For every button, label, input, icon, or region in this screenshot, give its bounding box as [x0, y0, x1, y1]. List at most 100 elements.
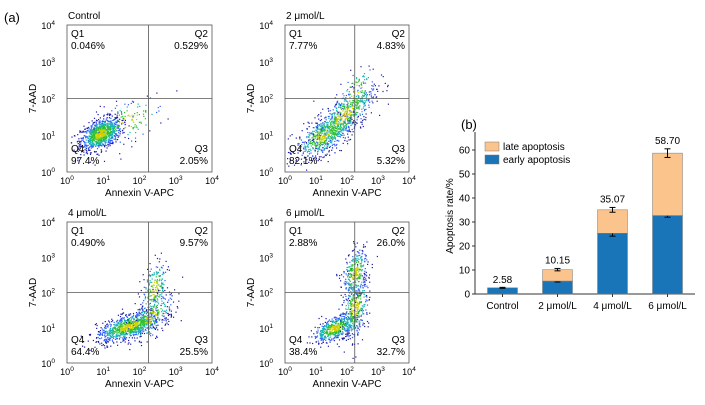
event-dot [352, 129, 353, 130]
event-dot [108, 144, 109, 145]
event-dot [325, 140, 326, 141]
event-dot [348, 307, 349, 308]
event-dot [98, 342, 99, 343]
event-dot [137, 115, 138, 116]
event-dot [167, 319, 168, 320]
x-tick-exponent: 1 [319, 366, 323, 373]
event-dot [325, 340, 326, 341]
event-dot [358, 309, 359, 310]
event-dot [351, 304, 352, 305]
event-dot [323, 326, 324, 327]
event-dot [83, 131, 84, 132]
event-dot [357, 94, 358, 95]
event-dot [318, 114, 319, 115]
event-dot [108, 121, 109, 122]
event-dot [339, 339, 340, 340]
event-dot [319, 333, 320, 334]
y-tick-exponent: 2 [51, 94, 55, 101]
event-dot [156, 314, 157, 315]
event-dot [328, 108, 329, 109]
event-dot [319, 124, 320, 125]
event-dot [353, 317, 354, 318]
event-dot [357, 91, 358, 92]
event-dot [154, 282, 155, 283]
event-dot [146, 322, 147, 323]
event-dot [311, 330, 312, 331]
event-dot [157, 307, 158, 308]
event-dot [104, 335, 105, 336]
event-dot [108, 337, 109, 338]
event-dot [106, 331, 107, 332]
event-dot [363, 244, 364, 245]
event-dot [352, 115, 353, 116]
event-dot [335, 104, 336, 105]
event-dot [156, 319, 157, 320]
quadrant-q3-label: Q3 [195, 335, 209, 346]
event-dot [357, 310, 358, 311]
event-dot [162, 284, 163, 285]
event-dot [359, 108, 360, 109]
event-dot [353, 87, 354, 88]
event-dot [329, 155, 330, 156]
event-dot [344, 100, 345, 101]
event-dot [155, 309, 156, 310]
event-dot [313, 134, 314, 135]
event-dot [101, 337, 102, 338]
x-tick-exponent: 1 [106, 175, 110, 182]
event-dot [348, 275, 349, 276]
event-dot [333, 325, 334, 326]
event-dot [348, 297, 349, 298]
x-tick-exponent: 0 [70, 366, 74, 373]
event-dot [88, 148, 89, 149]
event-dot [364, 258, 365, 259]
event-dot [357, 269, 358, 270]
event-dot [133, 313, 134, 314]
event-dot [129, 349, 130, 350]
event-dot [139, 329, 140, 330]
event-dot [377, 256, 378, 257]
event-dot [165, 312, 166, 313]
event-dot [104, 115, 105, 116]
event-dot [362, 308, 363, 309]
event-dot [127, 106, 128, 107]
event-dot [304, 151, 305, 152]
event-dot [326, 155, 327, 156]
event-dot [149, 334, 150, 335]
event-dot [351, 316, 352, 317]
event-dot [352, 102, 353, 103]
event-dot [154, 274, 155, 275]
event-dot [321, 116, 322, 117]
event-dot [357, 286, 358, 287]
event-dot [142, 317, 143, 318]
event-dot [331, 140, 332, 141]
event-dot [139, 309, 140, 310]
event-dot [346, 317, 347, 318]
event-dot [317, 153, 318, 154]
event-dot [152, 308, 153, 309]
event-dot [334, 144, 335, 145]
event-dot [147, 318, 148, 319]
event-dot [115, 339, 116, 340]
event-dot [338, 104, 339, 105]
event-dot [363, 81, 364, 82]
event-dot [117, 135, 118, 136]
event-dot [162, 322, 163, 323]
event-dot [361, 316, 362, 317]
event-dot [165, 272, 166, 273]
event-dot [162, 296, 163, 297]
event-dot [127, 134, 128, 135]
event-dot [355, 327, 356, 328]
event-dot [136, 127, 137, 128]
event-dot [326, 131, 327, 132]
event-dot [378, 85, 379, 86]
event-dot [334, 330, 335, 331]
event-dot [96, 328, 97, 329]
event-dot [153, 301, 154, 302]
event-dot [115, 129, 116, 130]
event-dot [307, 145, 308, 146]
event-dot [101, 133, 102, 134]
event-dot [169, 307, 170, 308]
event-dot [364, 290, 365, 291]
event-dot [373, 86, 374, 87]
event-dot [137, 337, 138, 338]
